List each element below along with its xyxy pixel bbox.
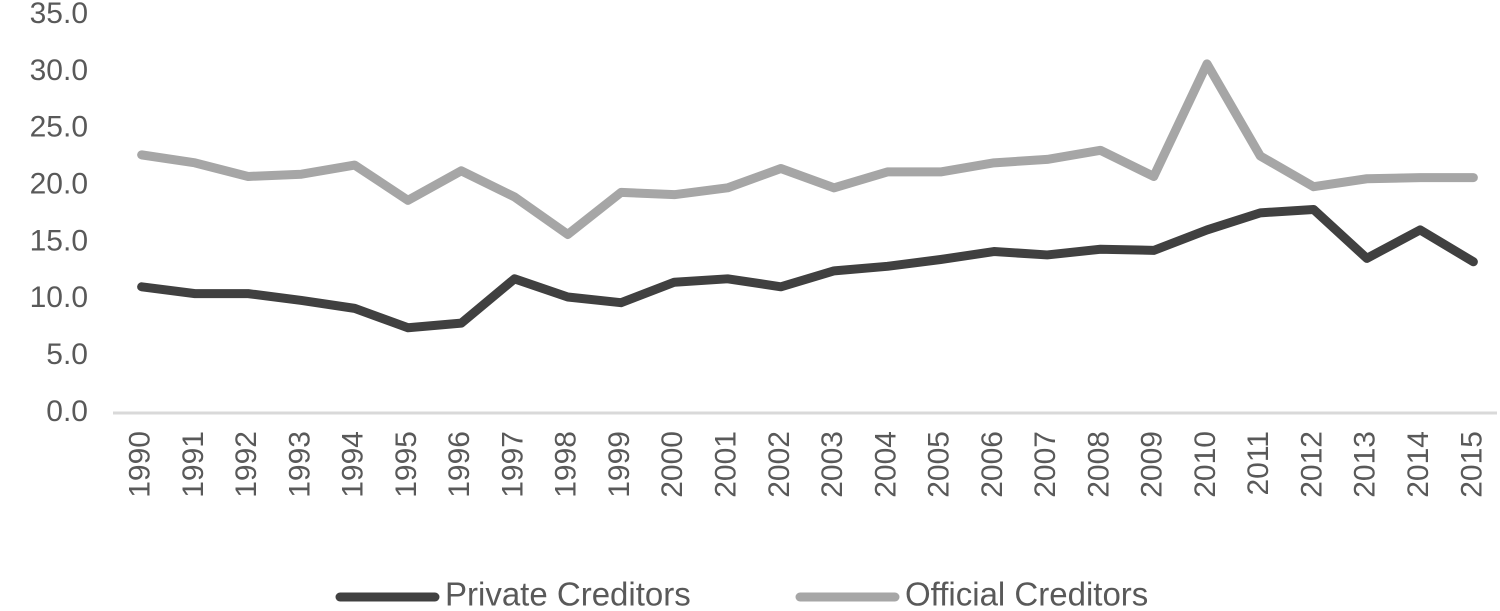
x-tick-label: 1996 (443, 431, 476, 498)
x-tick-label: 1997 (496, 431, 529, 498)
x-tick-label: 1990 (124, 431, 157, 498)
x-tick-label: 2014 (1402, 431, 1435, 498)
x-tick-label: 1993 (283, 431, 316, 498)
y-tick-label: 15.0 (30, 224, 88, 257)
x-tick-label: 2007 (1029, 431, 1062, 498)
x-tick-label: 2002 (763, 431, 796, 498)
y-tick-label: 5.0 (46, 338, 88, 371)
x-tick-label: 2003 (816, 431, 849, 498)
x-tick-label: 2001 (710, 431, 743, 498)
x-tick-label: 2011 (1242, 431, 1275, 496)
legend-label: Private Creditors (445, 576, 691, 611)
x-tick-label: 2012 (1295, 431, 1328, 498)
x-tick-label: 2013 (1349, 431, 1382, 498)
y-tick-label: 10.0 (30, 281, 88, 314)
y-tick-label: 20.0 (30, 167, 88, 200)
x-tick-label: 1994 (337, 431, 370, 498)
x-tick-label: 2006 (976, 431, 1009, 498)
y-tick-label: 35.0 (30, 0, 88, 30)
y-tick-label: 0.0 (46, 395, 88, 428)
x-tick-label: 2015 (1455, 431, 1488, 498)
x-tick-label: 1991 (177, 431, 210, 498)
y-tick-label: 30.0 (30, 54, 88, 87)
x-tick-label: 1992 (230, 431, 263, 498)
x-tick-label: 1999 (603, 431, 636, 498)
x-tick-label: 1995 (390, 431, 423, 498)
series-line (137, 204, 1478, 333)
x-tick-label: 2005 (923, 431, 956, 498)
series-line (137, 59, 1478, 239)
x-tick-label: 2000 (656, 431, 689, 498)
x-tick-label: 2004 (869, 431, 902, 498)
x-tick-label: 2008 (1082, 431, 1115, 498)
legend-label: Official Creditors (905, 576, 1148, 611)
x-tick-label: 1998 (550, 431, 583, 498)
x-tick-label: 2010 (1189, 431, 1222, 498)
x-tick-label: 2009 (1136, 431, 1169, 498)
y-tick-label: 25.0 (30, 111, 88, 144)
